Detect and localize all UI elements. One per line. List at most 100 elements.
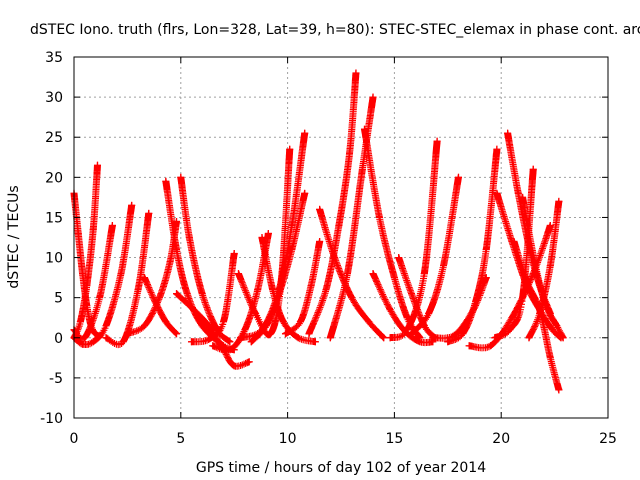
data-point <box>482 246 490 254</box>
data-point <box>226 338 234 346</box>
data-point <box>343 270 351 278</box>
data-point <box>102 334 110 342</box>
series-arc27 <box>444 145 501 346</box>
series-markers <box>70 189 104 340</box>
data-point <box>294 334 302 342</box>
data-point <box>425 310 433 318</box>
data-point <box>190 306 198 314</box>
data-point <box>166 258 174 266</box>
series-arc1 <box>70 189 104 340</box>
y-axis: -10 -5 0 5 10 15 20 25 30 35 <box>40 50 608 427</box>
data-point <box>281 330 289 338</box>
data-point <box>252 310 260 318</box>
data-point <box>493 145 501 153</box>
series-arc21 <box>360 125 424 342</box>
chart-title: dSTEC Iono. truth (flrs, Lon=328, Lat=39… <box>30 22 640 38</box>
y-tick-label: -5 <box>49 371 63 387</box>
data-point <box>89 225 97 233</box>
data-point <box>226 346 234 354</box>
series-arc25 <box>407 173 462 338</box>
data-point <box>198 322 206 330</box>
data-point <box>553 322 561 330</box>
data-point <box>365 318 373 326</box>
data-point <box>102 322 110 330</box>
data-point <box>514 189 522 197</box>
data-point <box>245 358 253 366</box>
data-point <box>536 310 544 318</box>
data-point <box>79 340 87 348</box>
data-point <box>209 342 217 350</box>
data-point <box>234 270 242 278</box>
data-point <box>140 322 148 330</box>
data-point <box>220 318 228 326</box>
y-tick-label: 5 <box>54 291 63 307</box>
data-point <box>559 334 567 342</box>
series-markers <box>141 274 180 338</box>
series-arc16 <box>247 189 309 346</box>
data-point <box>183 290 191 298</box>
data-point <box>89 338 97 346</box>
data-point <box>230 362 238 370</box>
series-arc34 <box>525 197 563 342</box>
data-point <box>145 209 153 217</box>
data-point <box>296 318 304 326</box>
data-point <box>185 234 193 241</box>
data-point <box>119 338 127 346</box>
series-arc14 <box>258 234 319 346</box>
data-point <box>187 338 195 346</box>
data-point <box>198 290 206 298</box>
data-point <box>162 318 170 326</box>
data-point <box>79 270 87 278</box>
data-point <box>390 274 398 282</box>
data-point <box>173 246 181 254</box>
data-point <box>108 221 116 229</box>
data-point <box>369 270 377 278</box>
data-point <box>525 334 533 342</box>
data-point <box>386 306 394 314</box>
data-point <box>128 201 136 209</box>
data-point <box>267 330 275 338</box>
data-point <box>335 221 343 229</box>
data-point <box>465 342 473 350</box>
data-point <box>375 213 383 221</box>
data-point <box>301 129 309 137</box>
data-point <box>529 165 537 173</box>
data-point <box>286 145 294 153</box>
series-arc9 <box>177 173 234 346</box>
data-point <box>386 334 394 342</box>
data-point <box>504 129 512 137</box>
y-tick-label: 10 <box>45 251 63 267</box>
data-point <box>264 229 272 237</box>
y-tick-label: 30 <box>45 90 63 106</box>
data-point <box>322 286 330 294</box>
data-point <box>311 338 319 346</box>
data-point <box>307 282 315 290</box>
x-tick-label: 15 <box>385 431 403 447</box>
data-point <box>482 274 490 282</box>
data-point <box>420 270 428 278</box>
data-point <box>360 125 368 133</box>
data-point <box>237 334 245 342</box>
data-point <box>352 69 360 77</box>
y-tick-label: 25 <box>45 130 63 146</box>
data-point <box>83 282 91 290</box>
data-point <box>155 294 163 302</box>
data-point <box>81 334 89 342</box>
data-point <box>531 262 539 270</box>
data-point <box>380 334 388 342</box>
series-arc32 <box>491 165 537 342</box>
data-point <box>493 189 501 197</box>
x-axis: 0 5 10 15 20 25 <box>70 57 617 447</box>
y-axis-label: dSTEC / TECUs <box>6 185 22 288</box>
data-point <box>548 326 556 334</box>
data-point <box>76 318 84 326</box>
data-point <box>403 326 411 334</box>
x-axis-label: GPS time / hours of day 102 of year 2014 <box>196 460 486 476</box>
data-point <box>258 234 266 241</box>
data-point <box>74 229 82 237</box>
data-point <box>440 262 448 270</box>
data-point <box>369 93 377 101</box>
data-point <box>247 338 255 346</box>
data-point <box>254 286 262 294</box>
